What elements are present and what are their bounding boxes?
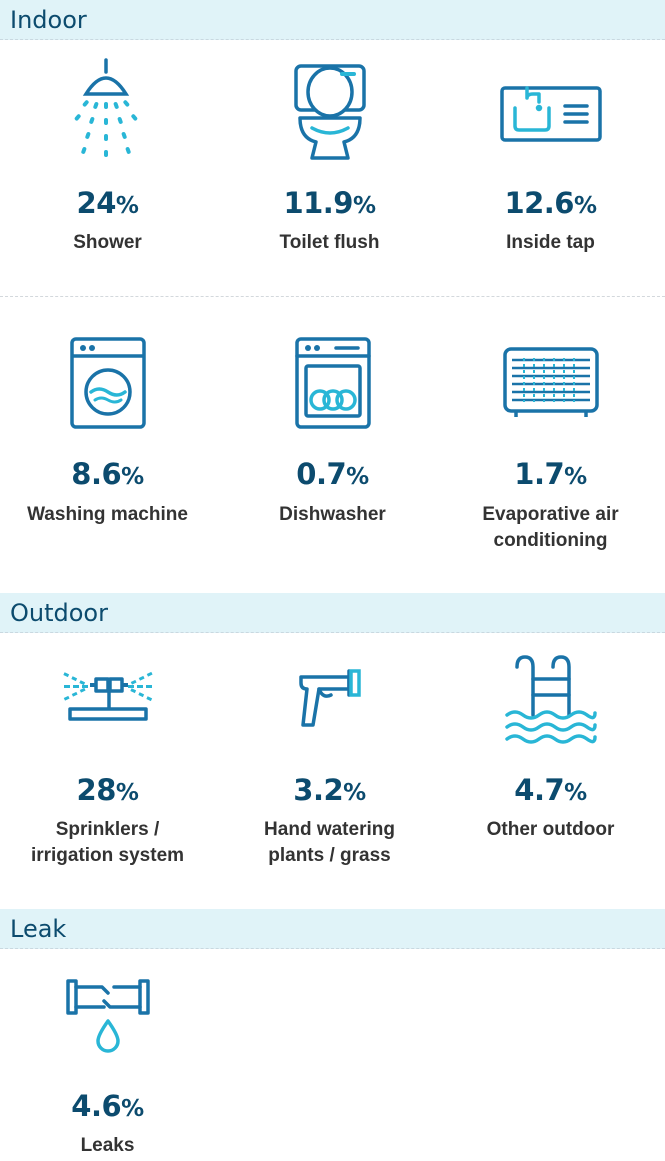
label-hand-watering-line1: Hand watering (264, 819, 395, 840)
shower-icon (68, 58, 148, 158)
dishwasher-icon (294, 336, 372, 430)
toilet-icon (290, 62, 370, 160)
leaking-pipe-icon (64, 979, 152, 1053)
label-hand-watering-line2: plants / grass (268, 845, 391, 866)
section-header-outdoor: Outdoor (0, 593, 665, 633)
label-shower: Shower (73, 232, 142, 253)
item-other-outdoor: 4.7% Other outdoor (443, 633, 658, 908)
label-evaporative-line1: Evaporative air (482, 504, 619, 525)
pool-ladder-icon (503, 653, 599, 747)
label-leaks: Leaks (80, 1135, 135, 1156)
item-leaks: 4.6% Leaks (0, 949, 215, 1161)
item-toilet-flush: 11.9% Toilet flush (222, 40, 437, 296)
section-header-leak: Leak (0, 909, 665, 949)
pct-evaporative-air-conditioning: 1.7% (514, 457, 587, 491)
pct-sprinklers: 28% (76, 773, 139, 807)
item-washing-machine: 8.6% Washing machine (0, 300, 215, 590)
label-toilet-flush: Toilet flush (279, 232, 380, 253)
pct-inside-tap: 12.6% (504, 186, 597, 220)
pct-hand-watering: 3.2% (293, 773, 366, 807)
item-sprinklers: 28% Sprinklers / irrigation system (0, 633, 215, 908)
pct-toilet-flush: 11.9% (283, 186, 376, 220)
item-dishwasher: 0.7% Dishwasher (225, 300, 440, 590)
sink-tap-icon (499, 82, 603, 144)
pct-washing-machine: 8.6% (71, 457, 144, 491)
label-other-outdoor: Other outdoor (486, 819, 615, 840)
pct-dishwasher: 0.7% (296, 457, 369, 491)
washing-machine-icon (69, 336, 147, 430)
item-hand-watering: 3.2% Hand watering plants / grass (222, 633, 437, 908)
label-sprinklers-line2: irrigation system (30, 845, 185, 866)
label-sprinklers-line1: Sprinklers / (55, 819, 160, 840)
sprinkler-icon (60, 669, 156, 725)
row-divider (0, 296, 665, 297)
label-dishwasher: Dishwasher (279, 504, 386, 525)
pct-other-outdoor: 4.7% (514, 773, 587, 807)
pct-leaks: 4.6% (71, 1089, 144, 1123)
hose-nozzle-icon (295, 665, 365, 729)
label-evaporative-line2: conditioning (493, 530, 608, 551)
item-evaporative-air-conditioning: 1.7% Evaporative air conditioning (443, 300, 658, 590)
section-header-indoor: Indoor (0, 0, 665, 40)
label-washing-machine: Washing machine (27, 504, 188, 525)
label-inside-tap: Inside tap (506, 232, 595, 253)
evaporative-cooler-icon (502, 346, 600, 420)
pct-shower: 24% (76, 186, 139, 220)
item-shower: 24% Shower (0, 40, 215, 296)
item-inside-tap: 12.6% Inside tap (443, 40, 658, 296)
